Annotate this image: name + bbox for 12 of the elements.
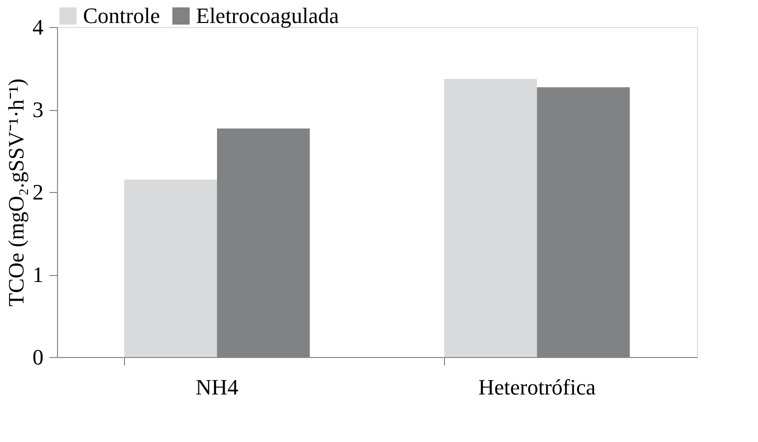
legend-label: Eletrocoagulada [196, 3, 340, 28]
bar [124, 180, 217, 357]
y-tick-label: 4 [32, 14, 44, 40]
y-axis-title: TCOe (mgO₂.gSSV⁻¹·h⁻¹) [4, 78, 28, 306]
x-tick-label: Heterotrófica [478, 374, 596, 400]
y-tick-label: 2 [32, 180, 44, 204]
legend-label: Controle [83, 3, 160, 28]
y-tick-label: 0 [32, 344, 44, 370]
y-tick-label: 3 [32, 97, 44, 122]
x-tick-label: NH4 [196, 374, 238, 400]
bar [444, 78, 537, 357]
y-tick-label: 1 [32, 262, 44, 287]
